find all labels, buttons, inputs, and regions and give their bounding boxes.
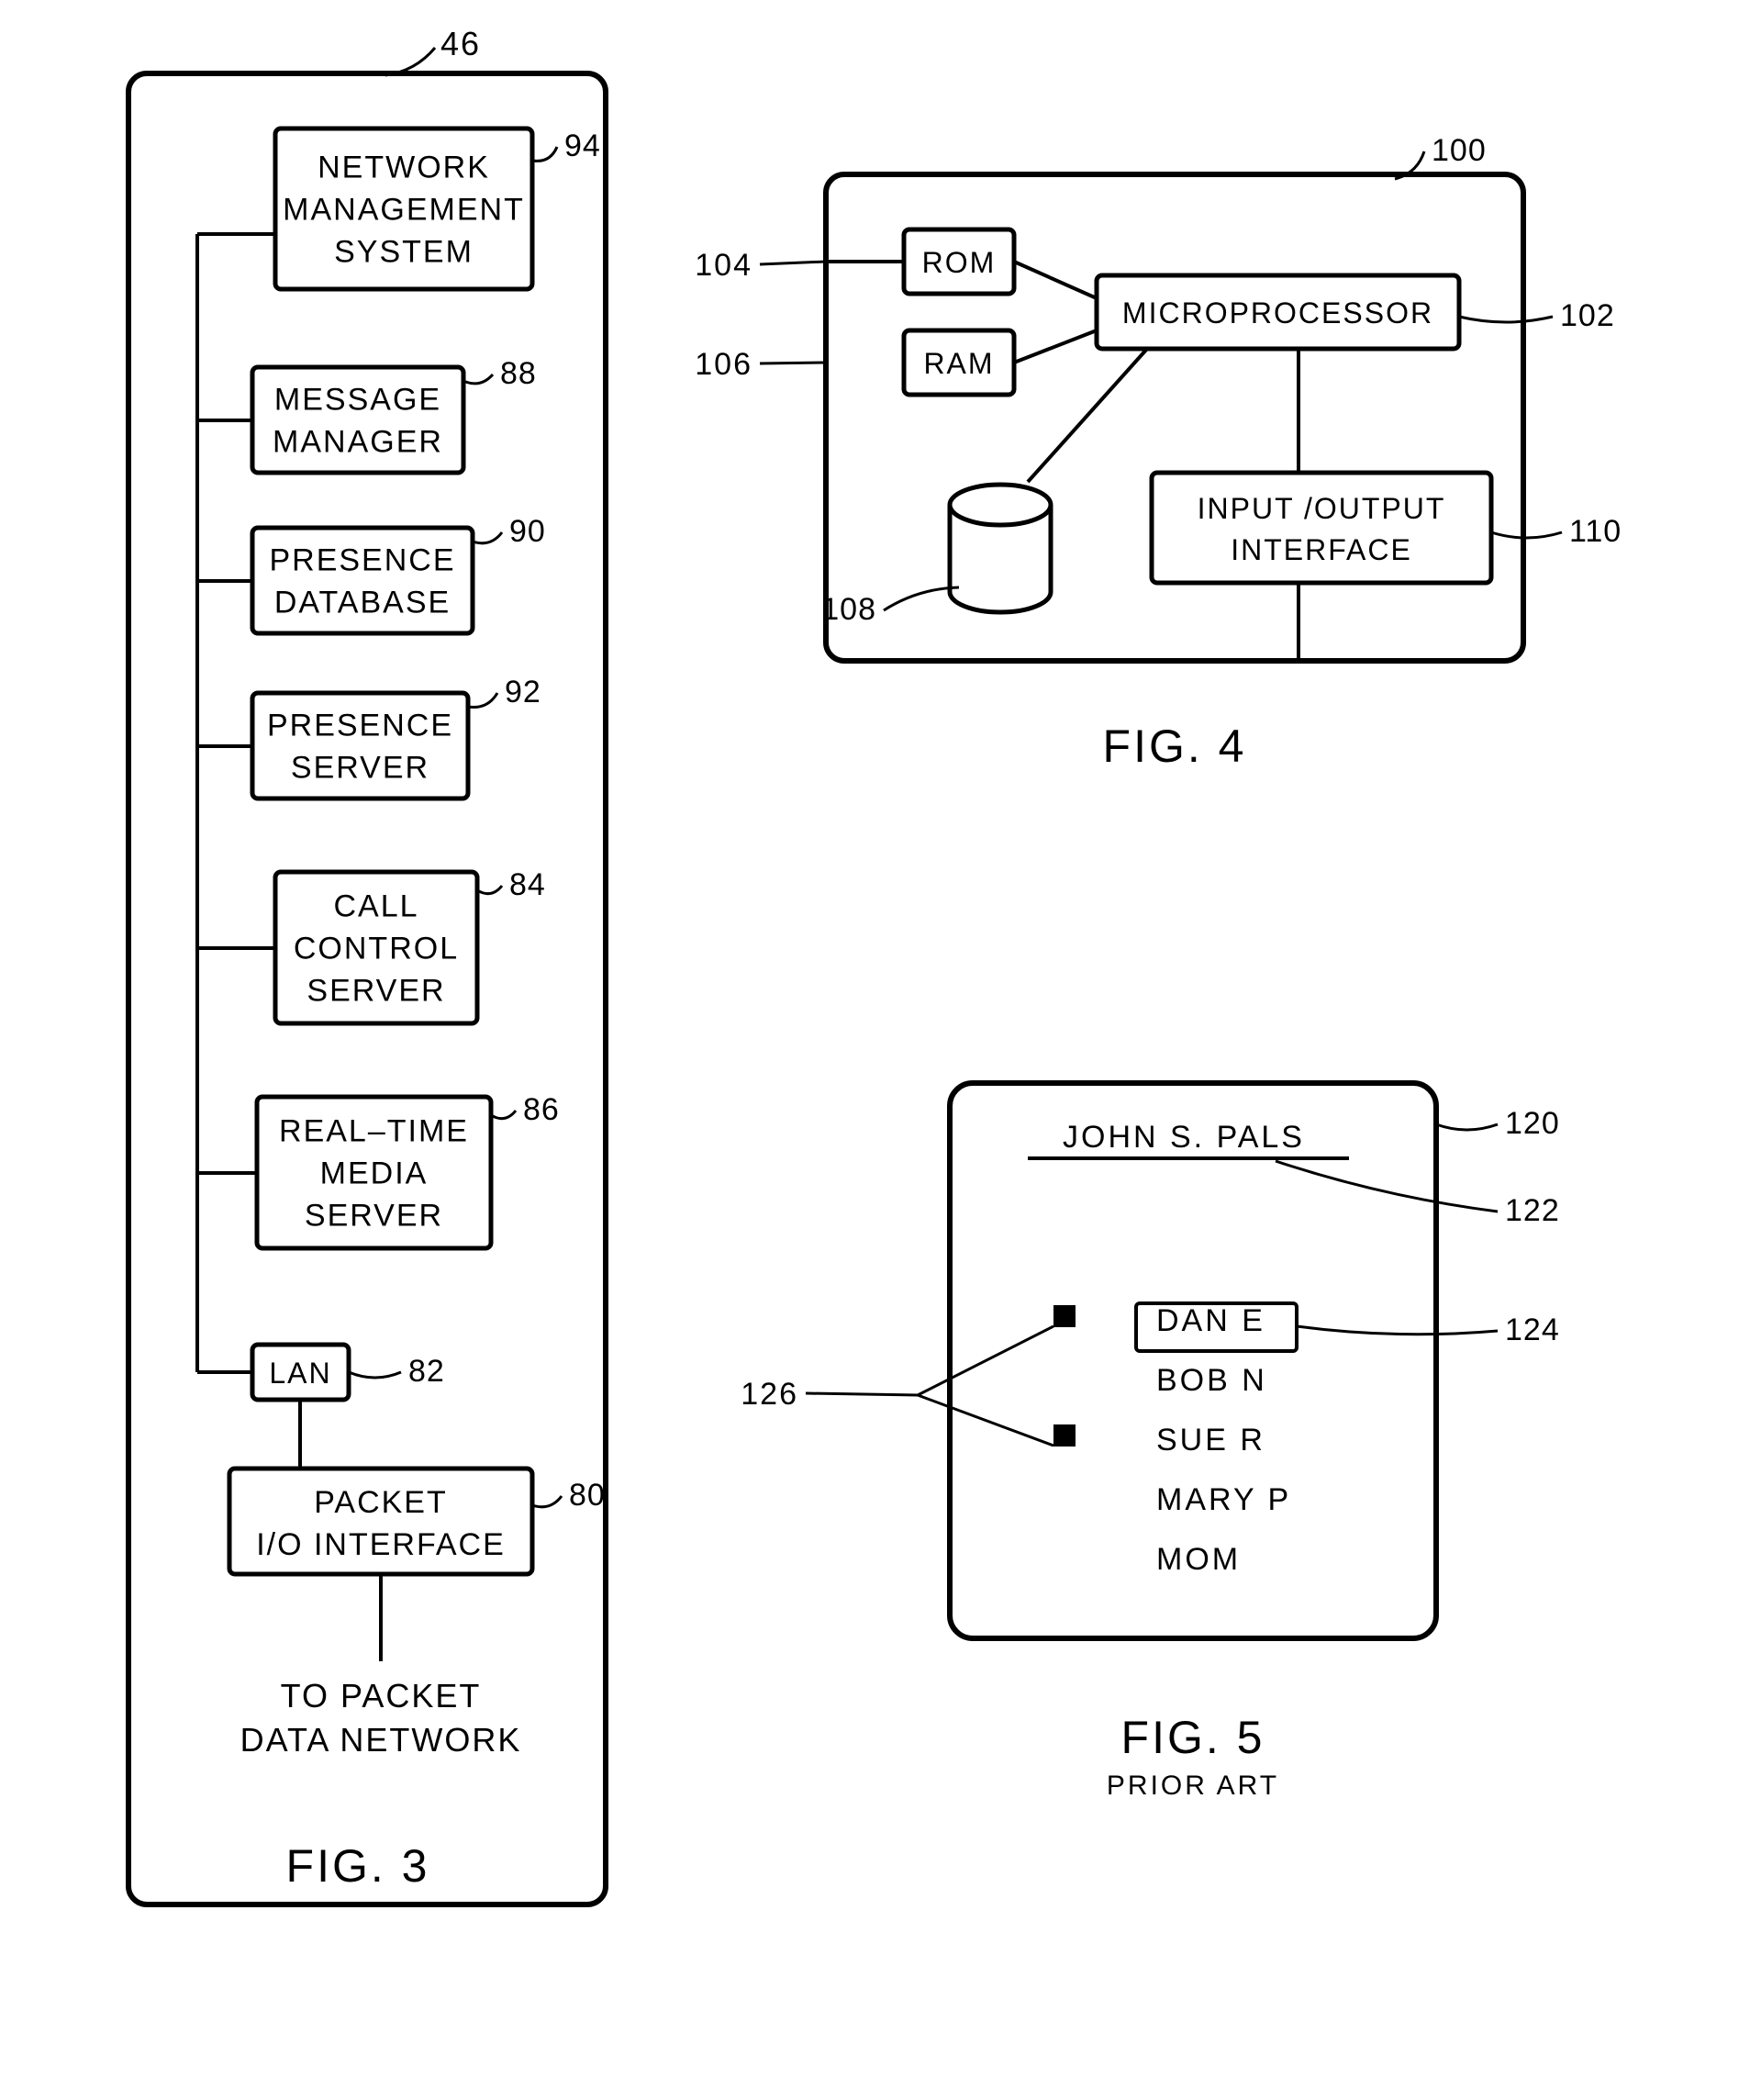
svg-text:88: 88 xyxy=(500,356,537,391)
svg-text:SERVER: SERVER xyxy=(291,751,429,786)
svg-text:90: 90 xyxy=(509,514,546,549)
svg-text:JOHN S. PALS: JOHN S. PALS xyxy=(1063,1120,1305,1155)
svg-text:46: 46 xyxy=(440,25,481,62)
svg-text:CALL: CALL xyxy=(333,889,418,924)
svg-text:FIG. 4: FIG. 4 xyxy=(1103,720,1247,772)
svg-text:PRIOR ART: PRIOR ART xyxy=(1107,1770,1279,1801)
svg-text:DATABASE: DATABASE xyxy=(274,586,451,620)
svg-text:100: 100 xyxy=(1432,133,1487,168)
svg-text:NETWORK: NETWORK xyxy=(318,151,490,185)
svg-text:SERVER: SERVER xyxy=(305,1199,443,1234)
svg-text:126: 126 xyxy=(741,1377,798,1412)
svg-text:PRESENCE: PRESENCE xyxy=(267,709,453,743)
svg-text:92: 92 xyxy=(505,675,541,709)
svg-text:INTERFACE: INTERFACE xyxy=(1231,533,1412,566)
svg-text:REAL–TIME: REAL–TIME xyxy=(279,1114,469,1149)
svg-text:CONTROL: CONTROL xyxy=(294,932,459,966)
svg-text:102: 102 xyxy=(1560,298,1615,333)
svg-text:108: 108 xyxy=(821,592,876,627)
svg-text:124: 124 xyxy=(1505,1312,1560,1347)
svg-text:SUE R: SUE R xyxy=(1156,1423,1265,1458)
svg-text:ROM: ROM xyxy=(922,246,997,279)
svg-text:110: 110 xyxy=(1569,514,1622,549)
svg-text:FIG. 3: FIG. 3 xyxy=(286,1840,430,1892)
svg-text:106: 106 xyxy=(695,347,752,382)
svg-text:INPUT /OUTPUT: INPUT /OUTPUT xyxy=(1198,492,1446,525)
svg-text:SYSTEM: SYSTEM xyxy=(334,235,474,270)
svg-text:104: 104 xyxy=(695,248,752,283)
svg-text:MICROPROCESSOR: MICROPROCESSOR xyxy=(1122,296,1433,330)
svg-text:80: 80 xyxy=(569,1478,606,1513)
svg-text:SERVER: SERVER xyxy=(307,974,445,1009)
svg-text:I/O INTERFACE: I/O INTERFACE xyxy=(256,1527,506,1562)
svg-text:MOM: MOM xyxy=(1156,1542,1241,1577)
svg-text:DATA NETWORK: DATA NETWORK xyxy=(240,1721,522,1759)
svg-text:84: 84 xyxy=(509,867,546,902)
svg-text:MANAGER: MANAGER xyxy=(273,425,443,460)
svg-text:FIG. 5: FIG. 5 xyxy=(1121,1712,1265,1763)
svg-text:120: 120 xyxy=(1505,1106,1560,1141)
svg-text:RAM: RAM xyxy=(923,347,994,380)
svg-text:LAN: LAN xyxy=(269,1357,331,1390)
svg-text:PRESENCE: PRESENCE xyxy=(269,543,455,578)
svg-text:82: 82 xyxy=(408,1354,445,1389)
svg-text:MEDIA: MEDIA xyxy=(320,1156,429,1191)
svg-text:BOB N: BOB N xyxy=(1156,1363,1267,1398)
svg-text:MESSAGE: MESSAGE xyxy=(274,383,441,418)
svg-text:DAN E: DAN E xyxy=(1156,1303,1265,1338)
svg-text:PACKET: PACKET xyxy=(314,1485,448,1520)
svg-text:TO PACKET: TO PACKET xyxy=(281,1677,482,1715)
svg-text:122: 122 xyxy=(1505,1193,1560,1228)
svg-text:94: 94 xyxy=(564,128,601,163)
svg-text:MARY P: MARY P xyxy=(1156,1482,1291,1517)
svg-text:MANAGEMENT: MANAGEMENT xyxy=(283,193,525,228)
svg-text:86: 86 xyxy=(523,1092,560,1127)
